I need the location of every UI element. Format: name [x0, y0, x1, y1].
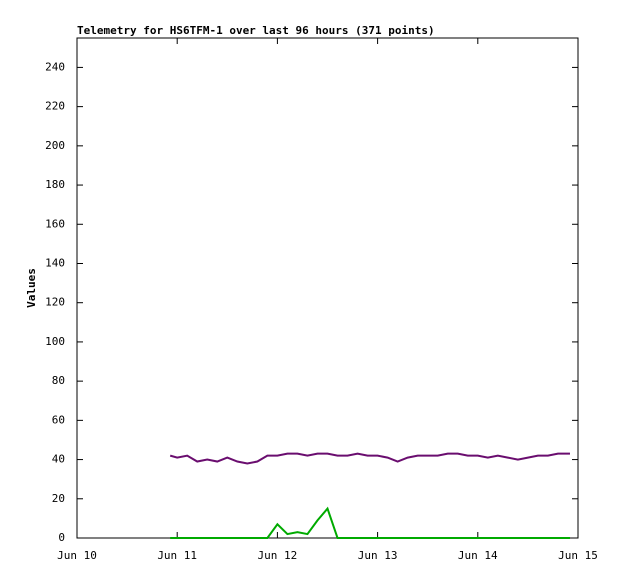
y-axis-label: Values: [25, 268, 38, 308]
y-tick-label: 0: [58, 531, 65, 544]
plot-frame: [76, 37, 579, 539]
y-tick-label: 240: [45, 60, 65, 73]
y-tick-label: 140: [45, 256, 65, 269]
chart-title: Telemetry for HS6TFM-1 over last 96 hour…: [77, 24, 435, 37]
y-tick-label: 200: [45, 139, 65, 152]
x-tick-label: Jun 10: [57, 549, 97, 562]
x-tick-label: Jun 13: [358, 549, 398, 562]
y-tick-label: 180: [45, 178, 65, 191]
x-tick-label: Jun 12: [258, 549, 298, 562]
y-tick-label: 20: [52, 492, 65, 505]
y-tick-label: 80: [52, 374, 65, 387]
y-tick-label: 100: [45, 335, 65, 348]
x-tick-label: Jun 14: [458, 549, 498, 562]
y-tick-label: 220: [45, 100, 65, 113]
y-tick-label: 60: [52, 413, 65, 426]
y-tick-label: 160: [45, 217, 65, 230]
x-tick-label: Jun 15: [558, 549, 598, 562]
y-tick-label: 120: [45, 296, 65, 309]
series-line: [169, 452, 570, 465]
y-tick-label: 40: [52, 453, 65, 466]
x-tick-label: Jun 11: [157, 549, 197, 562]
series-line: [170, 506, 570, 539]
